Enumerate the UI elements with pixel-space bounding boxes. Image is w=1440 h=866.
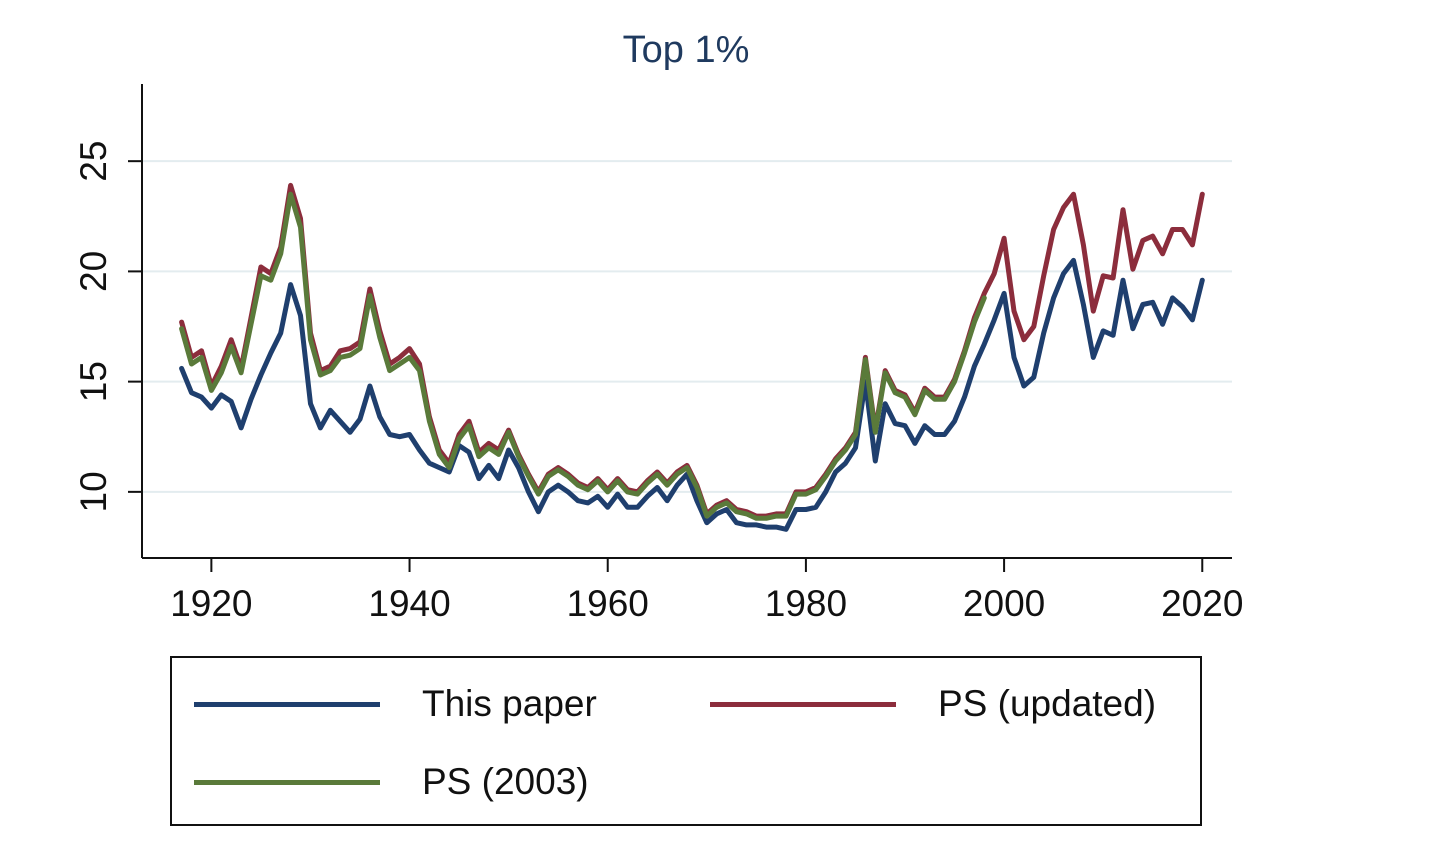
x-tick-label: 1920 — [170, 583, 252, 624]
legend-label-this-paper: This paper — [422, 683, 597, 724]
chart-title: Top 1% — [623, 29, 750, 71]
grid-lines — [142, 160, 1232, 493]
legend-label-ps-2003: PS (2003) — [422, 761, 589, 802]
legend-item-ps-2003: PS (2003) — [194, 761, 589, 802]
legend-label-ps-updated: PS (updated) — [938, 683, 1157, 724]
axes: 10 15 20 25 1920 1940 1960 1980 2000 2020 — [73, 84, 1243, 624]
legend: This paper PS (updated) PS (2003) — [170, 656, 1202, 826]
y-tick-label: 25 — [73, 141, 114, 182]
y-tick-label: 15 — [73, 361, 114, 402]
series-line-ps-updated — [179, 182, 1205, 519]
series-line-this-paper — [179, 257, 1205, 532]
legend-swatch-ps-2003 — [194, 779, 380, 785]
legend-swatch-this-paper — [194, 701, 380, 707]
legend-swatch-ps-updated — [710, 701, 896, 707]
legend-item-ps-updated: PS (updated) — [710, 683, 1157, 724]
x-tick-label: 1960 — [567, 583, 649, 624]
x-tick-label: 1980 — [765, 583, 847, 624]
x-tick-label: 1940 — [368, 583, 450, 624]
x-tick-label: 2020 — [1161, 583, 1243, 624]
y-tick-label: 20 — [73, 251, 114, 292]
series-line-ps-2003 — [179, 191, 987, 521]
legend-item-this-paper: This paper — [194, 683, 597, 724]
y-tick-label: 10 — [73, 471, 114, 512]
series-layer — [179, 182, 1205, 532]
x-tick-label: 2000 — [963, 583, 1045, 624]
